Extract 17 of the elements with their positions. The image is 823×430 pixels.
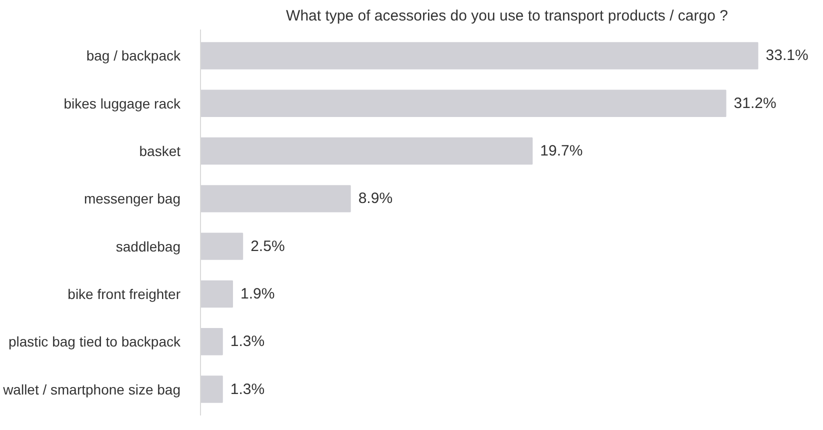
data-label: 1.3%: [230, 333, 265, 350]
data-label: 2.5%: [250, 238, 285, 255]
data-label: 8.9%: [358, 190, 393, 208]
data-label: 33.1%: [766, 47, 808, 64]
y-tick-label: bike front freighter: [68, 286, 181, 302]
y-tick-label: wallet / smartphone size bag: [2, 381, 181, 398]
y-tick-label: plastic bag tied to backpack: [8, 334, 182, 350]
y-tick-label: saddlebag: [116, 238, 181, 254]
data-label: 1.3%: [230, 380, 265, 398]
y-tick-label: basket: [139, 143, 181, 160]
y-tick-label: bag / backpack: [86, 48, 182, 64]
y-tick-label: bikes luggage rack: [64, 95, 182, 112]
data-label: 31.2%: [734, 94, 776, 112]
y-tick-label: messenger bag: [84, 190, 181, 207]
data-label: 19.7%: [540, 142, 583, 160]
chart-title: What type of acessories do you use to transport products / cargo ?: [286, 8, 728, 24]
data-label: 1.9%: [240, 285, 275, 302]
